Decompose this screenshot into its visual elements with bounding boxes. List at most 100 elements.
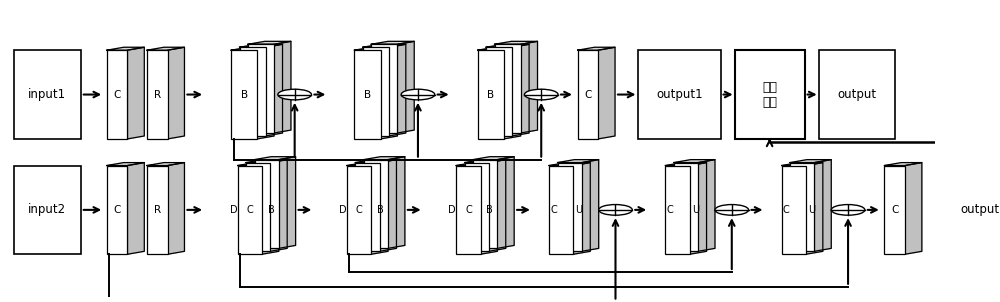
Polygon shape	[363, 44, 406, 47]
Polygon shape	[806, 162, 823, 254]
Bar	[107, 165, 127, 254]
Bar	[255, 159, 279, 248]
Circle shape	[831, 204, 865, 215]
Polygon shape	[262, 162, 279, 254]
Polygon shape	[388, 157, 405, 248]
Text: C: C	[246, 205, 253, 215]
Text: U: U	[692, 205, 699, 215]
Polygon shape	[573, 162, 590, 254]
Bar	[238, 165, 262, 254]
Polygon shape	[127, 162, 144, 254]
Bar	[231, 50, 257, 139]
Polygon shape	[364, 157, 405, 159]
Polygon shape	[147, 47, 184, 50]
Polygon shape	[465, 160, 506, 162]
Polygon shape	[168, 162, 184, 254]
Text: C: C	[783, 205, 790, 215]
Polygon shape	[478, 47, 521, 50]
Text: output2: output2	[960, 203, 1000, 216]
Polygon shape	[248, 41, 291, 44]
Polygon shape	[231, 47, 274, 50]
Polygon shape	[504, 47, 521, 139]
Polygon shape	[884, 162, 922, 165]
Polygon shape	[107, 162, 144, 165]
Polygon shape	[279, 157, 296, 248]
Text: U: U	[576, 205, 583, 215]
Text: input1: input1	[28, 88, 66, 101]
Polygon shape	[257, 47, 274, 139]
Text: C: C	[465, 205, 472, 215]
Bar	[558, 162, 582, 251]
Bar	[735, 50, 805, 139]
Text: C: C	[666, 205, 673, 215]
Polygon shape	[489, 160, 506, 251]
Bar	[14, 165, 81, 254]
Text: B: B	[486, 205, 493, 215]
Bar	[240, 47, 266, 136]
Bar	[147, 165, 168, 254]
Circle shape	[715, 204, 749, 215]
Polygon shape	[598, 47, 615, 139]
Text: B: B	[364, 90, 371, 100]
Polygon shape	[381, 47, 397, 139]
Bar	[486, 47, 512, 136]
Circle shape	[278, 89, 311, 100]
Bar	[347, 165, 371, 254]
Polygon shape	[240, 44, 283, 47]
Bar	[456, 165, 481, 254]
Text: D: D	[230, 205, 237, 215]
Text: C: C	[891, 205, 898, 215]
Bar	[819, 50, 895, 139]
Text: C: C	[584, 90, 592, 100]
Bar	[364, 159, 388, 248]
Polygon shape	[380, 160, 396, 251]
Polygon shape	[690, 162, 707, 254]
Polygon shape	[790, 160, 831, 162]
Polygon shape	[354, 47, 397, 50]
Bar	[478, 50, 504, 139]
Polygon shape	[481, 162, 497, 254]
Polygon shape	[665, 162, 707, 165]
Bar	[355, 162, 380, 251]
Polygon shape	[497, 157, 514, 248]
Bar	[473, 159, 497, 248]
Polygon shape	[371, 41, 414, 44]
Bar	[674, 162, 698, 251]
Polygon shape	[578, 47, 615, 50]
Bar	[107, 50, 127, 139]
Polygon shape	[698, 160, 715, 251]
Polygon shape	[512, 44, 529, 136]
Bar	[790, 162, 814, 251]
Bar	[884, 165, 905, 254]
Bar	[371, 44, 397, 133]
Polygon shape	[495, 41, 538, 44]
Polygon shape	[147, 162, 184, 165]
Bar	[465, 162, 489, 251]
Bar	[14, 50, 81, 139]
Text: B: B	[377, 205, 384, 215]
Polygon shape	[905, 162, 922, 254]
Bar	[246, 162, 270, 251]
Bar	[363, 47, 389, 136]
Polygon shape	[389, 44, 406, 136]
Polygon shape	[246, 160, 287, 162]
Polygon shape	[371, 162, 388, 254]
Polygon shape	[521, 41, 538, 133]
Polygon shape	[549, 162, 590, 165]
Polygon shape	[127, 47, 144, 139]
Polygon shape	[456, 162, 497, 165]
Polygon shape	[107, 47, 144, 50]
Bar	[665, 165, 690, 254]
Text: D: D	[448, 205, 456, 215]
Bar	[942, 165, 1000, 254]
Text: C: C	[114, 205, 121, 215]
Text: B: B	[268, 205, 275, 215]
Text: R: R	[154, 205, 161, 215]
Text: input2: input2	[28, 203, 66, 216]
Polygon shape	[266, 44, 283, 136]
Text: B: B	[487, 90, 494, 100]
Bar	[578, 50, 598, 139]
Bar	[782, 165, 806, 254]
Text: D: D	[339, 205, 347, 215]
Text: R: R	[154, 90, 161, 100]
